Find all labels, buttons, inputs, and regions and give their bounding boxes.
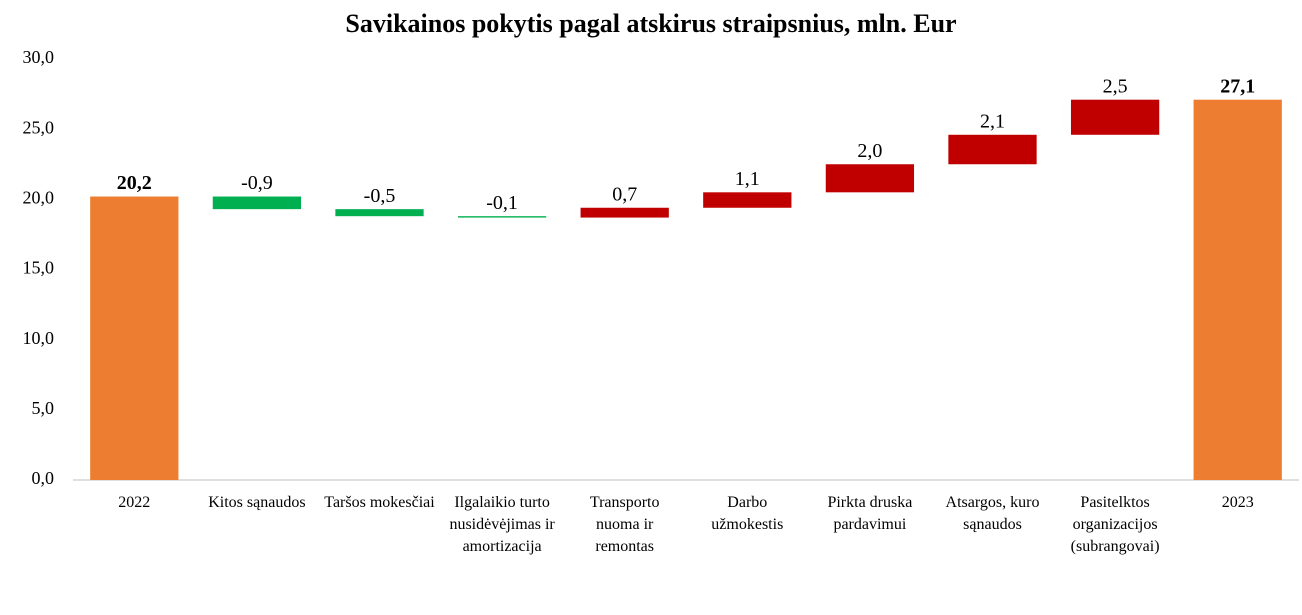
bar [703,192,792,208]
x-tick-label: 2023 [1221,494,1254,511]
data-label: 2,5 [1103,75,1128,97]
bar [825,164,915,193]
y-tick-label: 10,0 [23,328,55,348]
data-label: 20,2 [117,172,152,194]
data-label: -0,1 [486,192,518,214]
chart-title: Savikainos pokytis pagal atskirus straip… [345,9,956,38]
x-tick-label: Kitos sąnaudos [208,494,306,511]
data-label: 27,1 [1220,75,1255,97]
bar [1070,99,1160,135]
bar [1193,99,1282,481]
y-tick-label: 15,0 [23,258,55,278]
x-tick-label: Atsargos, kuro sąnaudos [945,494,1040,533]
bar [90,196,179,480]
data-label: 1,1 [735,168,760,190]
x-tick-label: Pasitelktos organizacijos (subrangovai) [1070,494,1160,555]
data-label: 2,1 [980,110,1005,132]
y-tick-label: 5,0 [32,398,55,418]
data-label: -0,9 [241,172,273,194]
y-tick-label: 25,0 [23,117,55,137]
bar [335,209,424,217]
data-label: 2,0 [857,140,882,162]
bar [457,216,547,218]
data-label: 0,7 [612,183,637,205]
y-tick-label: 30,0 [23,47,55,67]
x-tick-label: Taršos mokesčiai [324,494,435,511]
bar [580,207,669,218]
x-tick-label: Pirkta druska pardavimui [827,494,913,533]
x-tick-label: Transporto nuoma ir remontas [589,494,660,555]
bar [212,196,302,210]
y-tick-label: 20,0 [23,187,55,207]
bar [948,134,1037,165]
x-tick-label: Darbo užmokestis [711,494,784,533]
data-label: -0,5 [364,185,396,207]
x-tick-label: Ilgalaikio turto nusidėvėjimas ir amorti… [449,494,555,555]
x-tick-label: 2022 [118,494,151,511]
y-tick-label: 0,0 [32,468,55,488]
